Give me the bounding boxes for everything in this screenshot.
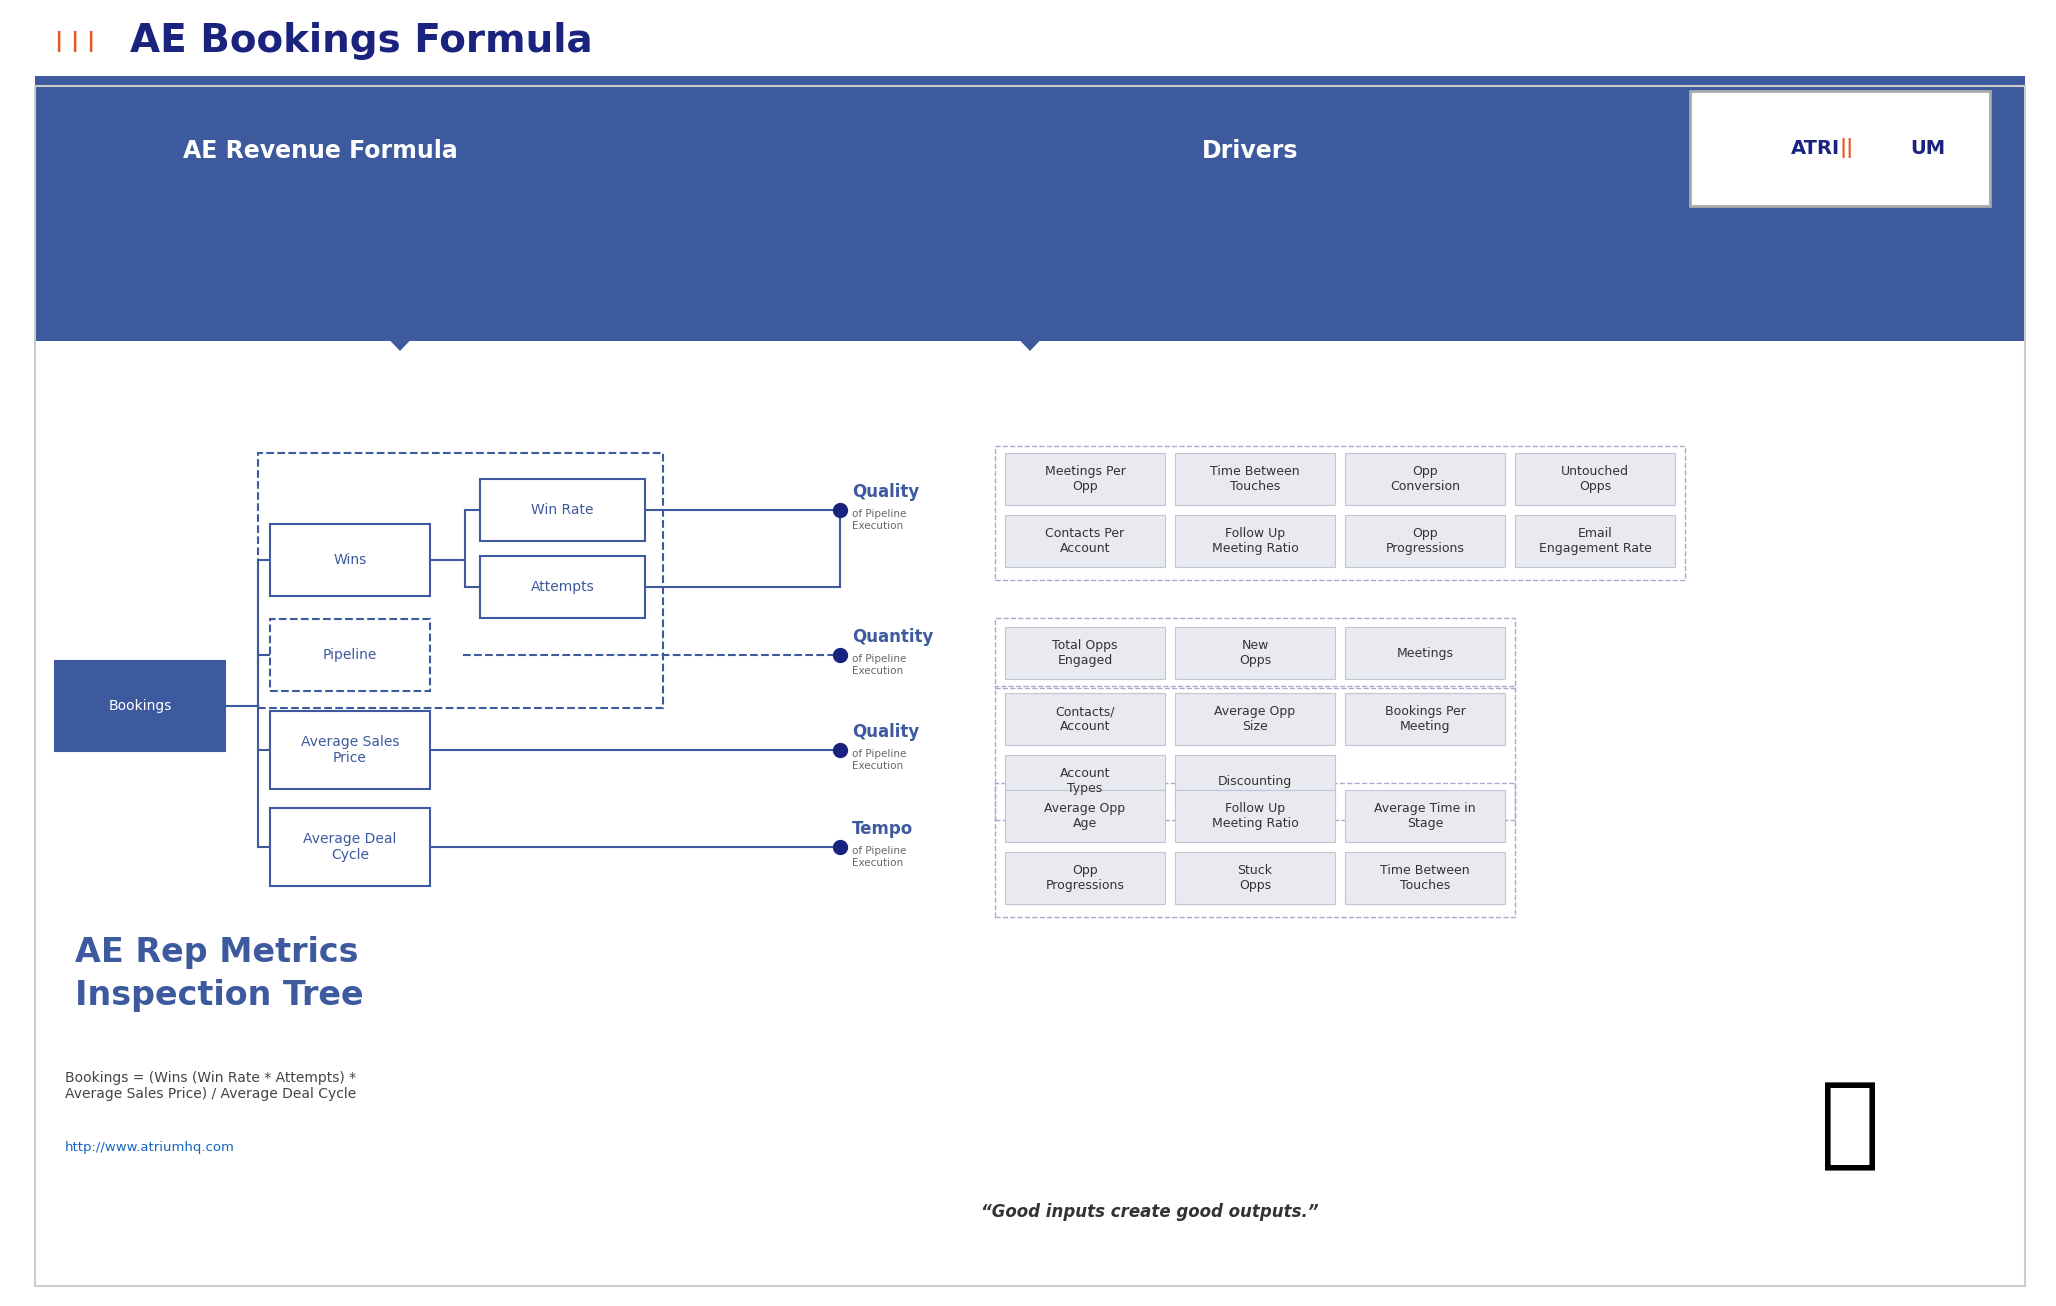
Bar — [1690, 91, 1990, 206]
Text: Drivers: Drivers — [1203, 138, 1297, 163]
Polygon shape — [991, 311, 1067, 351]
Text: Contacts/
Account: Contacts/ Account — [1055, 705, 1114, 733]
Text: Follow Up
Meeting Ratio: Follow Up Meeting Ratio — [1211, 528, 1299, 555]
Text: Attempts: Attempts — [530, 580, 594, 594]
Text: AE Revenue Formula: AE Revenue Formula — [183, 138, 456, 163]
Text: Follow Up
Meeting Ratio: Follow Up Meeting Ratio — [1211, 802, 1299, 831]
Text: Average Time in
Stage: Average Time in Stage — [1373, 802, 1476, 831]
Bar — [1345, 627, 1505, 679]
Text: Stuck
Opps: Stuck Opps — [1238, 865, 1273, 892]
Bar — [1174, 755, 1334, 807]
Text: Wins: Wins — [333, 552, 366, 567]
Text: Untouched
Opps: Untouched Opps — [1561, 465, 1628, 492]
Bar — [479, 556, 646, 618]
Text: UM: UM — [1910, 138, 1945, 158]
Bar — [269, 524, 430, 596]
Bar — [1174, 852, 1334, 904]
Bar — [269, 808, 430, 885]
Bar — [1515, 515, 1676, 567]
Text: Opp
Progressions: Opp Progressions — [1047, 865, 1125, 892]
Text: Bookings: Bookings — [109, 699, 173, 713]
Text: of Pipeline
Execution: of Pipeline Execution — [851, 654, 907, 675]
Bar — [1174, 515, 1334, 567]
Bar — [1174, 790, 1334, 842]
Text: AE Bookings Formula: AE Bookings Formula — [130, 22, 592, 60]
Bar — [995, 784, 1515, 917]
Text: Quality: Quality — [851, 724, 919, 741]
Bar — [1005, 852, 1166, 904]
Text: | | |: | | | — [56, 30, 95, 51]
Bar — [479, 479, 646, 541]
Polygon shape — [362, 311, 438, 351]
Text: Email
Engagement Rate: Email Engagement Rate — [1538, 528, 1651, 555]
Bar — [1005, 755, 1166, 807]
Bar — [995, 618, 1515, 688]
Text: Time Between
Touches: Time Between Touches — [1211, 465, 1299, 492]
Bar — [1345, 453, 1505, 505]
Text: of Pipeline
Execution: of Pipeline Execution — [851, 509, 907, 530]
Bar — [1174, 693, 1334, 744]
Bar — [1174, 627, 1334, 679]
Text: Average Opp
Age: Average Opp Age — [1044, 802, 1125, 831]
Text: Meetings: Meetings — [1396, 646, 1454, 660]
Text: 🦊: 🦊 — [1820, 1077, 1879, 1174]
Bar — [1515, 453, 1676, 505]
Bar — [995, 447, 1686, 580]
Text: Discounting: Discounting — [1217, 774, 1291, 788]
Text: http://www.atriumhq.com: http://www.atriumhq.com — [66, 1141, 234, 1155]
Text: Bookings = (Wins (Win Rate * Attempts) *
Average Sales Price) / Average Deal Cyc: Bookings = (Wins (Win Rate * Attempts) *… — [66, 1071, 356, 1101]
Text: Tempo: Tempo — [851, 820, 913, 838]
Text: of Pipeline
Execution: of Pipeline Execution — [851, 750, 907, 771]
Text: Quality: Quality — [851, 483, 919, 502]
Text: Account
Types: Account Types — [1059, 767, 1110, 795]
Bar — [1174, 453, 1334, 505]
Bar — [1005, 693, 1166, 744]
Text: AE Rep Metrics
Inspection Tree: AE Rep Metrics Inspection Tree — [74, 936, 364, 1012]
Bar — [257, 453, 662, 708]
Bar — [1005, 515, 1166, 567]
Text: New
Opps: New Opps — [1240, 639, 1271, 667]
Text: Opp
Progressions: Opp Progressions — [1386, 528, 1464, 555]
Bar — [1005, 627, 1166, 679]
Bar — [1345, 515, 1505, 567]
Text: Average Deal
Cycle: Average Deal Cycle — [304, 832, 397, 862]
Text: Average Opp
Size: Average Opp Size — [1215, 705, 1295, 733]
Text: Total Opps
Engaged: Total Opps Engaged — [1053, 639, 1118, 667]
Text: Contacts Per
Account: Contacts Per Account — [1044, 528, 1125, 555]
Bar — [56, 661, 224, 751]
Bar — [1345, 852, 1505, 904]
Text: “Good inputs create good outputs.”: “Good inputs create good outputs.” — [981, 1203, 1318, 1221]
Bar — [35, 76, 2025, 346]
Bar — [269, 710, 430, 789]
Text: of Pipeline
Execution: of Pipeline Execution — [851, 846, 907, 867]
Bar — [1005, 790, 1166, 842]
Bar — [269, 619, 430, 691]
Text: Quantity: Quantity — [851, 628, 933, 646]
Text: Win Rate: Win Rate — [530, 503, 594, 517]
Bar — [1345, 790, 1505, 842]
Text: Opp
Conversion: Opp Conversion — [1390, 465, 1460, 492]
Text: Time Between
Touches: Time Between Touches — [1380, 865, 1470, 892]
Bar — [1005, 453, 1166, 505]
Text: Average Sales
Price: Average Sales Price — [300, 735, 399, 765]
Bar — [1345, 693, 1505, 744]
Text: Meetings Per
Opp: Meetings Per Opp — [1044, 465, 1125, 492]
Text: Bookings Per
Meeting: Bookings Per Meeting — [1384, 705, 1466, 733]
Text: ||: || — [1840, 138, 1855, 158]
Text: Pipeline: Pipeline — [323, 648, 376, 662]
Bar — [35, 341, 2025, 1286]
Text: ATRI: ATRI — [1791, 138, 1840, 158]
Bar — [995, 686, 1515, 820]
